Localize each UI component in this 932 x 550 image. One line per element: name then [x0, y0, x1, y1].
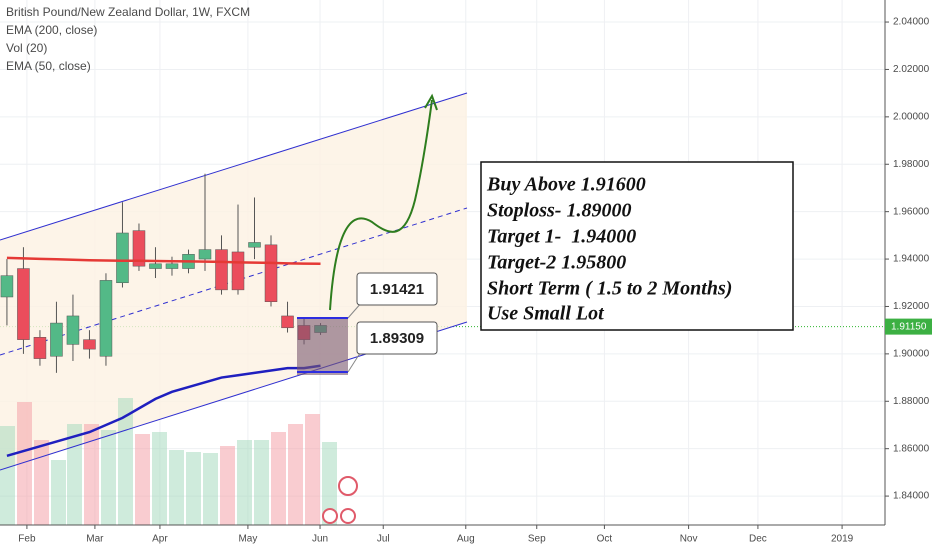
x-tick-label: Oct: [597, 534, 613, 545]
volume-bar: [0, 426, 15, 525]
level-label: 1.91421: [370, 281, 424, 298]
volume-bar: [152, 432, 167, 525]
volume-bar: [322, 442, 337, 525]
candle-body: [198, 249, 212, 260]
x-tick-label: Dec: [749, 534, 767, 545]
volume-bar: [34, 440, 49, 525]
y-tick-label: 1.96000: [893, 206, 930, 217]
candle-body: [116, 232, 129, 284]
projection-arrow: [329, 99, 433, 311]
indicator-label: Vol (20): [6, 41, 47, 55]
candle-body: [83, 339, 96, 350]
volume-bar: [135, 434, 150, 525]
candle-body: [264, 244, 278, 302]
current-price-tag: [885, 318, 932, 335]
current-price-label: 1.91150: [891, 321, 927, 332]
indicator-label: EMA (50, close): [6, 59, 91, 73]
note-line: Buy Above 1.91600: [486, 174, 646, 196]
channel-upper: [0, 92, 468, 241]
x-tick-label: Mar: [86, 534, 104, 545]
volume-bar: [17, 402, 32, 525]
candle-body: [99, 280, 113, 357]
volume-bar: [203, 453, 218, 525]
y-tick-label: 1.84000: [893, 491, 930, 502]
candle-body: [50, 322, 63, 357]
note-box: [480, 161, 794, 331]
event-icon[interactable]: [322, 508, 338, 524]
ema-line: [6, 364, 321, 457]
x-tick-label: Apr: [152, 534, 168, 545]
note-line: Short Term ( 1.5 to 2 Months): [487, 278, 732, 300]
note-line: Use Small Lot: [487, 303, 605, 325]
x-tick-label: Jul: [377, 534, 390, 545]
price-axis: [885, 0, 932, 550]
x-tick-label: May: [238, 534, 257, 545]
volume-bar: [101, 430, 116, 525]
x-tick-label: Nov: [680, 534, 698, 545]
volume-bar: [186, 452, 201, 525]
x-tick-label: Sep: [528, 534, 546, 545]
note-line: Target 1- 1.94000: [487, 226, 636, 248]
note-line: Target-2 1.95800: [487, 252, 626, 274]
volume-bar: [288, 424, 303, 525]
volume-bar: [118, 398, 133, 525]
y-tick-label: 2.02000: [893, 64, 930, 75]
ema-line: [6, 256, 321, 266]
candle-body: [149, 263, 162, 269]
candle-body: [66, 315, 80, 345]
level-box: [356, 272, 438, 306]
level-label: 1.89309: [370, 330, 424, 347]
volume: [0, 398, 337, 525]
volume-bar: [305, 414, 320, 525]
candle-body: [0, 275, 14, 298]
y-tick-label: 1.92000: [893, 301, 930, 312]
x-tick-label: 2019: [831, 534, 854, 545]
event-icon[interactable]: [340, 508, 356, 524]
event-icon[interactable]: [338, 476, 358, 496]
volume-bar: [220, 446, 235, 525]
y-tick-label: 2.00000: [893, 111, 930, 122]
x-tick-label: Aug: [457, 534, 475, 545]
candle-body: [17, 268, 30, 340]
x-tick-label: Jun: [312, 534, 328, 545]
volume-bar: [84, 424, 99, 525]
candle-body: [165, 263, 179, 269]
volume-bar: [254, 440, 269, 525]
arrow-head: [424, 93, 438, 111]
y-tick-label: 1.88000: [893, 396, 930, 407]
range-box: [297, 318, 348, 375]
y-tick-label: 1.98000: [893, 159, 930, 170]
volume-bar: [271, 432, 286, 525]
y-tick-label: 1.94000: [893, 254, 930, 265]
y-tick-label: 2.04000: [893, 17, 930, 28]
y-tick-label: 1.86000: [893, 443, 930, 454]
candle-body: [132, 230, 146, 267]
volume-bar: [237, 440, 252, 525]
volume-bar: [51, 460, 66, 525]
chart-title: British Pound/New Zealand Dollar, 1W, FX…: [6, 5, 250, 19]
volume-bar: [169, 450, 184, 525]
candle-body: [215, 249, 228, 291]
candle-body: [281, 315, 294, 329]
candle-body: [248, 242, 261, 248]
level-box: [356, 321, 438, 355]
axes: 1.84000 1.86000 1.88000 1.90000 1.92000 1.940…: [18, 17, 932, 545]
candle-body: [33, 337, 47, 359]
volume-bar: [67, 424, 82, 525]
plot: [0, 173, 327, 457]
candle-body: [231, 251, 245, 291]
indicator-label: EMA (200, close): [6, 23, 97, 37]
x-tick-label: Feb: [18, 534, 36, 545]
y-tick-label: 1.90000: [893, 349, 930, 360]
note-line: Stoploss- 1.89000: [487, 200, 631, 222]
